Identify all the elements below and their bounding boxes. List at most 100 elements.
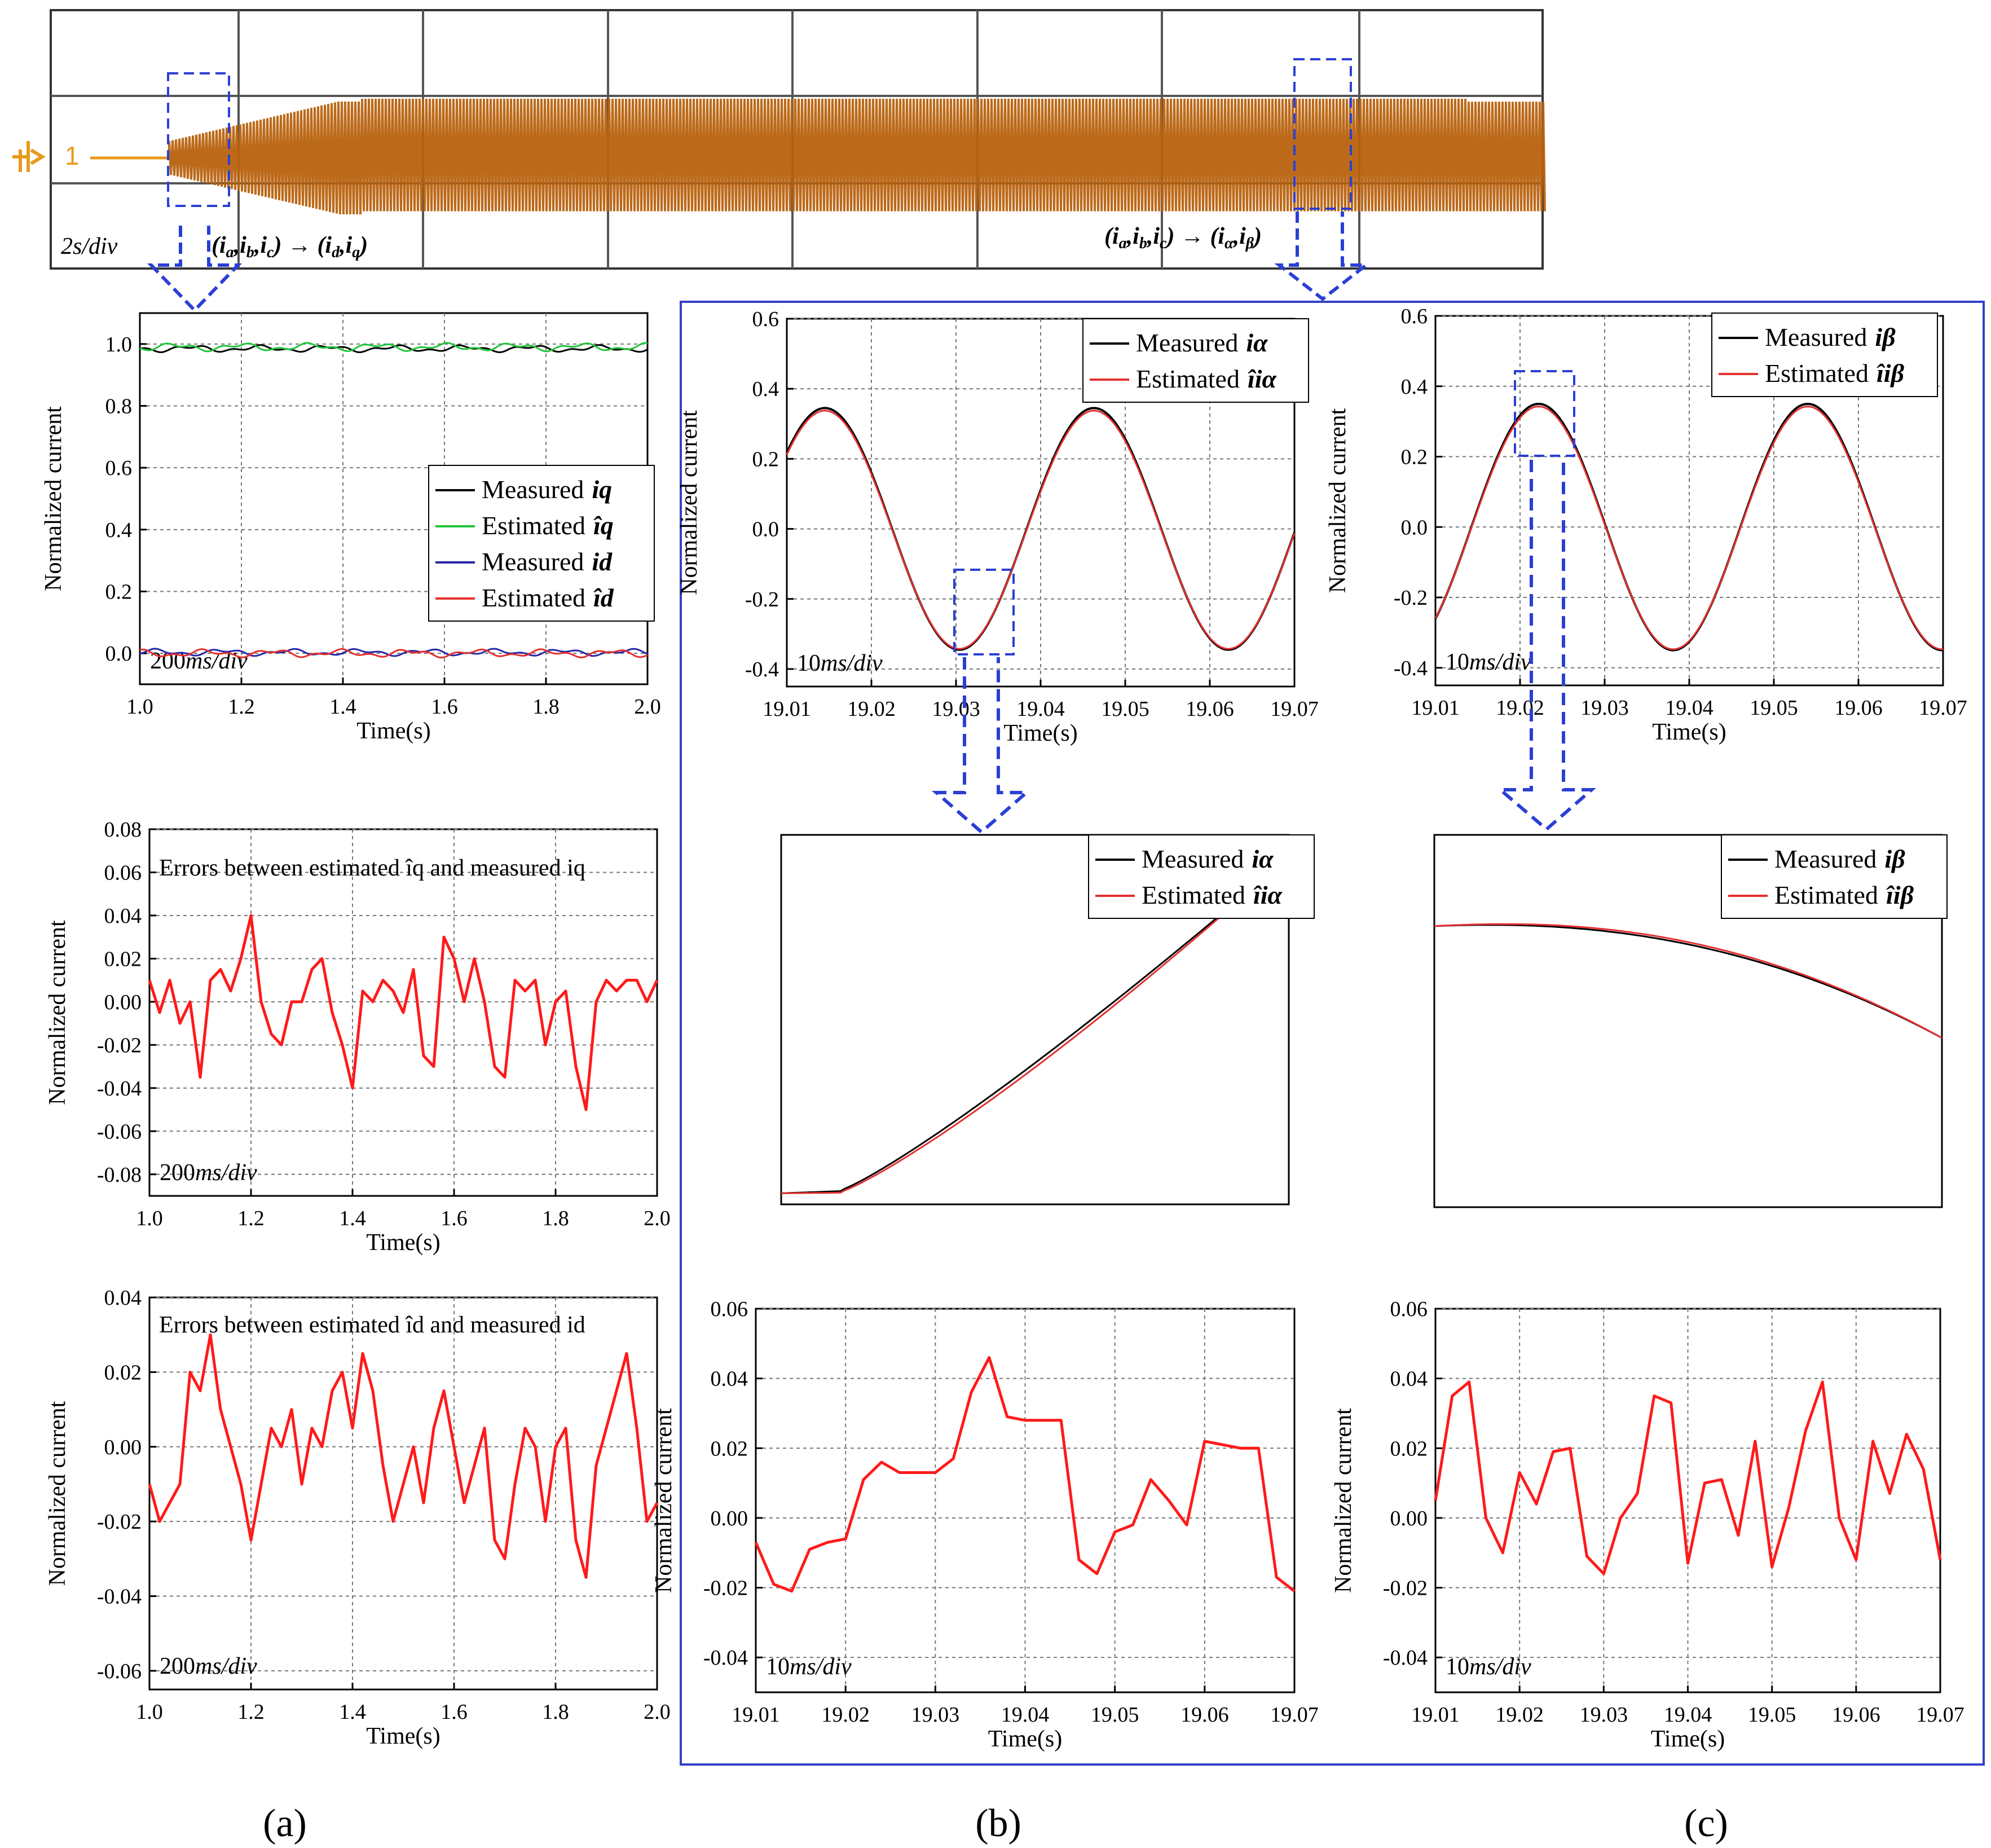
legend-label: Measured iq (482, 475, 612, 504)
x-tick-label: 19.03 (1580, 696, 1629, 720)
oscilloscope-signal (168, 98, 1546, 215)
x-tick-label: 2.0 (634, 695, 661, 719)
x-axis-label: Time(s) (1651, 1726, 1725, 1752)
y-tick-label: 0.06 (104, 861, 142, 885)
x-tick-label: 19.04 (1664, 1703, 1712, 1727)
plot-frame (148, 828, 658, 1197)
x-tick-label: 19.04 (1001, 1703, 1050, 1727)
x-tick-label: 19.02 (847, 697, 896, 721)
chart-c2-beta-zoom: Measured iβ Estimated îiβ (1433, 834, 1948, 1208)
x-tick-label: 19.06 (1186, 697, 1234, 721)
arrow-down-icon (147, 226, 243, 313)
arrow-down-icon (932, 657, 1031, 834)
y-tick-label: 0.4 (752, 377, 779, 401)
y-axis-label: Normalized current (45, 1401, 71, 1586)
y-axis-label: Normalized current (45, 920, 71, 1105)
oscilloscope-panel: 1 2s/div (ia,ib,ic) → (id,iq) (ia,ib,ic)… (12, 9, 1546, 313)
x-tick-label: 19.02 (1495, 1703, 1544, 1727)
y-tick-label: -0.04 (97, 1585, 142, 1609)
legend-label: Measured iβ (1765, 323, 1896, 351)
y-tick-label: 0.00 (711, 1507, 748, 1530)
y-tick-label: 0.02 (104, 1361, 142, 1384)
x-tick-label: 1.4 (329, 695, 356, 719)
y-tick-label: -0.06 (97, 1660, 142, 1683)
y-tick-label: -0.02 (703, 1577, 748, 1600)
x-axis-label: Time(s) (1652, 719, 1726, 745)
legend-label: Estimated îiα (1142, 881, 1283, 909)
legend-label: Measured id (482, 547, 613, 576)
legend-label: Estimated îiβ (1774, 881, 1914, 909)
legend-box (1088, 834, 1315, 919)
y-tick-label: -0.4 (745, 658, 779, 681)
channel-marker-icon (12, 141, 46, 172)
y-tick-label: -0.04 (1383, 1646, 1428, 1670)
error-series-line (1434, 1380, 1942, 1576)
oscilloscope-timescale: 2s/div (61, 234, 118, 259)
x-tick-label: 19.03 (911, 1703, 960, 1727)
zoom-box-steady (1293, 58, 1352, 210)
y-tick-label: 0.02 (104, 947, 142, 971)
error-series-line (148, 914, 659, 1111)
x-tick-label: 1.2 (237, 1207, 265, 1230)
chart-a2-iq-error: 1.0 1.2 1.4 1.6 1.8 2.0 0.08 0.06 0.04 0.02 0.00 -0… (45, 818, 671, 1256)
zoom-box-startup (167, 72, 230, 207)
x-tick-label: 19.01 (1411, 1703, 1460, 1727)
series-line-0 (139, 344, 648, 353)
y-tick-label: -0.02 (1383, 1577, 1428, 1600)
y-tick-label: 0.04 (104, 904, 142, 928)
legend-label: Measured iβ (1774, 844, 1905, 873)
y-tick-label: 0.00 (104, 991, 142, 1014)
x-tick-label: 2.0 (644, 1207, 671, 1230)
error-series-line (754, 1356, 1296, 1593)
y-tick-label: 0.04 (1390, 1367, 1428, 1391)
y-tick-label: 0.2 (1401, 446, 1428, 469)
x-tick-label: 1.4 (339, 1700, 366, 1724)
y-tick-label: 0.6 (1401, 305, 1428, 328)
chart-a3-id-error: 1.0 1.2 1.4 1.6 1.8 2.0 0.04 0.02 0.00 -0.02 -0.04… (45, 1286, 671, 1749)
y-axis-label: Normalized current (1331, 1408, 1356, 1593)
legend-box (1082, 318, 1309, 403)
x-tick-label: 1.6 (441, 1700, 468, 1724)
x-tick-label: 19.04 (1016, 697, 1065, 721)
timescale-label: 10ms/div (1446, 1654, 1531, 1680)
legend-label: Measured iα (1142, 844, 1274, 873)
series-line-3 (139, 648, 648, 659)
chart-c3-beta-error: 19.01 19.02 19.03 19.04 19.05 19.06 19.07 0.06 0… (1331, 1297, 1964, 1752)
y-tick-label: 0.06 (1390, 1297, 1428, 1321)
y-tick-label: -0.06 (97, 1120, 142, 1143)
series-line-0 (1434, 924, 1942, 1039)
y-tick-label: 0.04 (711, 1367, 748, 1391)
x-tick-label: 1.8 (532, 695, 560, 719)
y-tick-label: 0.06 (711, 1297, 748, 1321)
y-tick-label: 0.4 (105, 518, 133, 542)
legend-label: Estimated îiβ (1765, 359, 1905, 388)
panel-label-c: (c) (1684, 1802, 1728, 1845)
x-tick-label: 1.2 (237, 1700, 265, 1724)
x-tick-label: 19.05 (1748, 1703, 1796, 1727)
legend-box (1721, 834, 1948, 919)
series-line-1 (781, 856, 1289, 1194)
y-tick-label: 0.0 (1401, 516, 1428, 539)
x-tick-label: 19.01 (763, 697, 811, 721)
timescale-label: 10ms/div (797, 650, 883, 676)
x-axis-label: Time(s) (988, 1726, 1062, 1752)
arrow-down-icon (1274, 212, 1371, 301)
x-tick-label: 1.0 (136, 1207, 163, 1230)
error-annotation: Errors between estimated îd and measured… (159, 1312, 585, 1338)
timescale-label: 200ms/div (160, 1653, 257, 1679)
x-tick-label: 1.0 (126, 695, 153, 719)
series-line-1 (786, 410, 1296, 650)
y-tick-label: 0.04 (104, 1286, 142, 1310)
timescale-label: 10ms/div (766, 1654, 852, 1680)
series-line-0 (781, 856, 1289, 1194)
y-tick-label: 0.6 (752, 307, 779, 331)
x-axis-label: Time(s) (366, 1723, 440, 1749)
annotation-abc-to-dq: (ia,ib,ic) → (id,iq) (212, 232, 368, 261)
x-tick-label: 1.0 (136, 1700, 163, 1724)
x-tick-label: 19.04 (1665, 696, 1714, 720)
zoom-region-frame (680, 301, 1985, 1766)
legend-label: Estimated îiα (1136, 364, 1278, 393)
x-tick-label: 19.03 (1580, 1703, 1628, 1727)
error-series-line (148, 1333, 659, 1579)
